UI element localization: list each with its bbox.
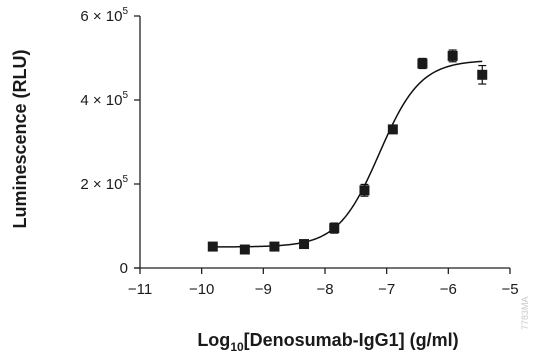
y-axis-title: Luminescence (RLU) [10, 49, 30, 228]
x-tick-label: −6 [440, 281, 457, 298]
data-point [447, 50, 458, 61]
x-tick-label: −9 [255, 281, 272, 298]
y-tick-label: 0 [120, 260, 128, 277]
data-point [207, 241, 218, 252]
data-point [359, 185, 370, 196]
data-point [239, 244, 250, 255]
axes: −11 −10 −9 −8 −7 −6 −5 0 2 × 105 4 × 105 6 × 105 [80, 6, 518, 298]
x-tick-label: −10 [189, 281, 214, 298]
x-tick-label: −8 [316, 281, 333, 298]
x-tick-label: −7 [378, 281, 395, 298]
fit-curve [212, 60, 483, 248]
x-axis-title: Log10[Denosumab-IgG1] (g/ml) [197, 330, 458, 353]
x-tick-label: −11 [128, 281, 152, 298]
fit-curve-layer [212, 60, 483, 248]
y-tick-label: 4 × 105 [80, 90, 128, 109]
data-point [329, 223, 340, 234]
x-tick-label: −5 [501, 281, 518, 298]
watermark: 7783MA [520, 296, 530, 330]
y-tick-label: 6 × 105 [80, 6, 128, 25]
data-point [477, 69, 488, 80]
data-point [299, 239, 310, 250]
y-tick-label: 2 × 105 [80, 174, 128, 193]
data-point [417, 58, 428, 69]
data-point [387, 124, 398, 135]
data-point [269, 241, 280, 252]
data-points-layer [207, 49, 488, 255]
